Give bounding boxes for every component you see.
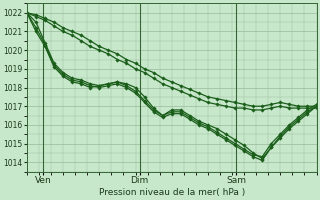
X-axis label: Pression niveau de la mer( hPa ): Pression niveau de la mer( hPa ): [99, 188, 245, 197]
